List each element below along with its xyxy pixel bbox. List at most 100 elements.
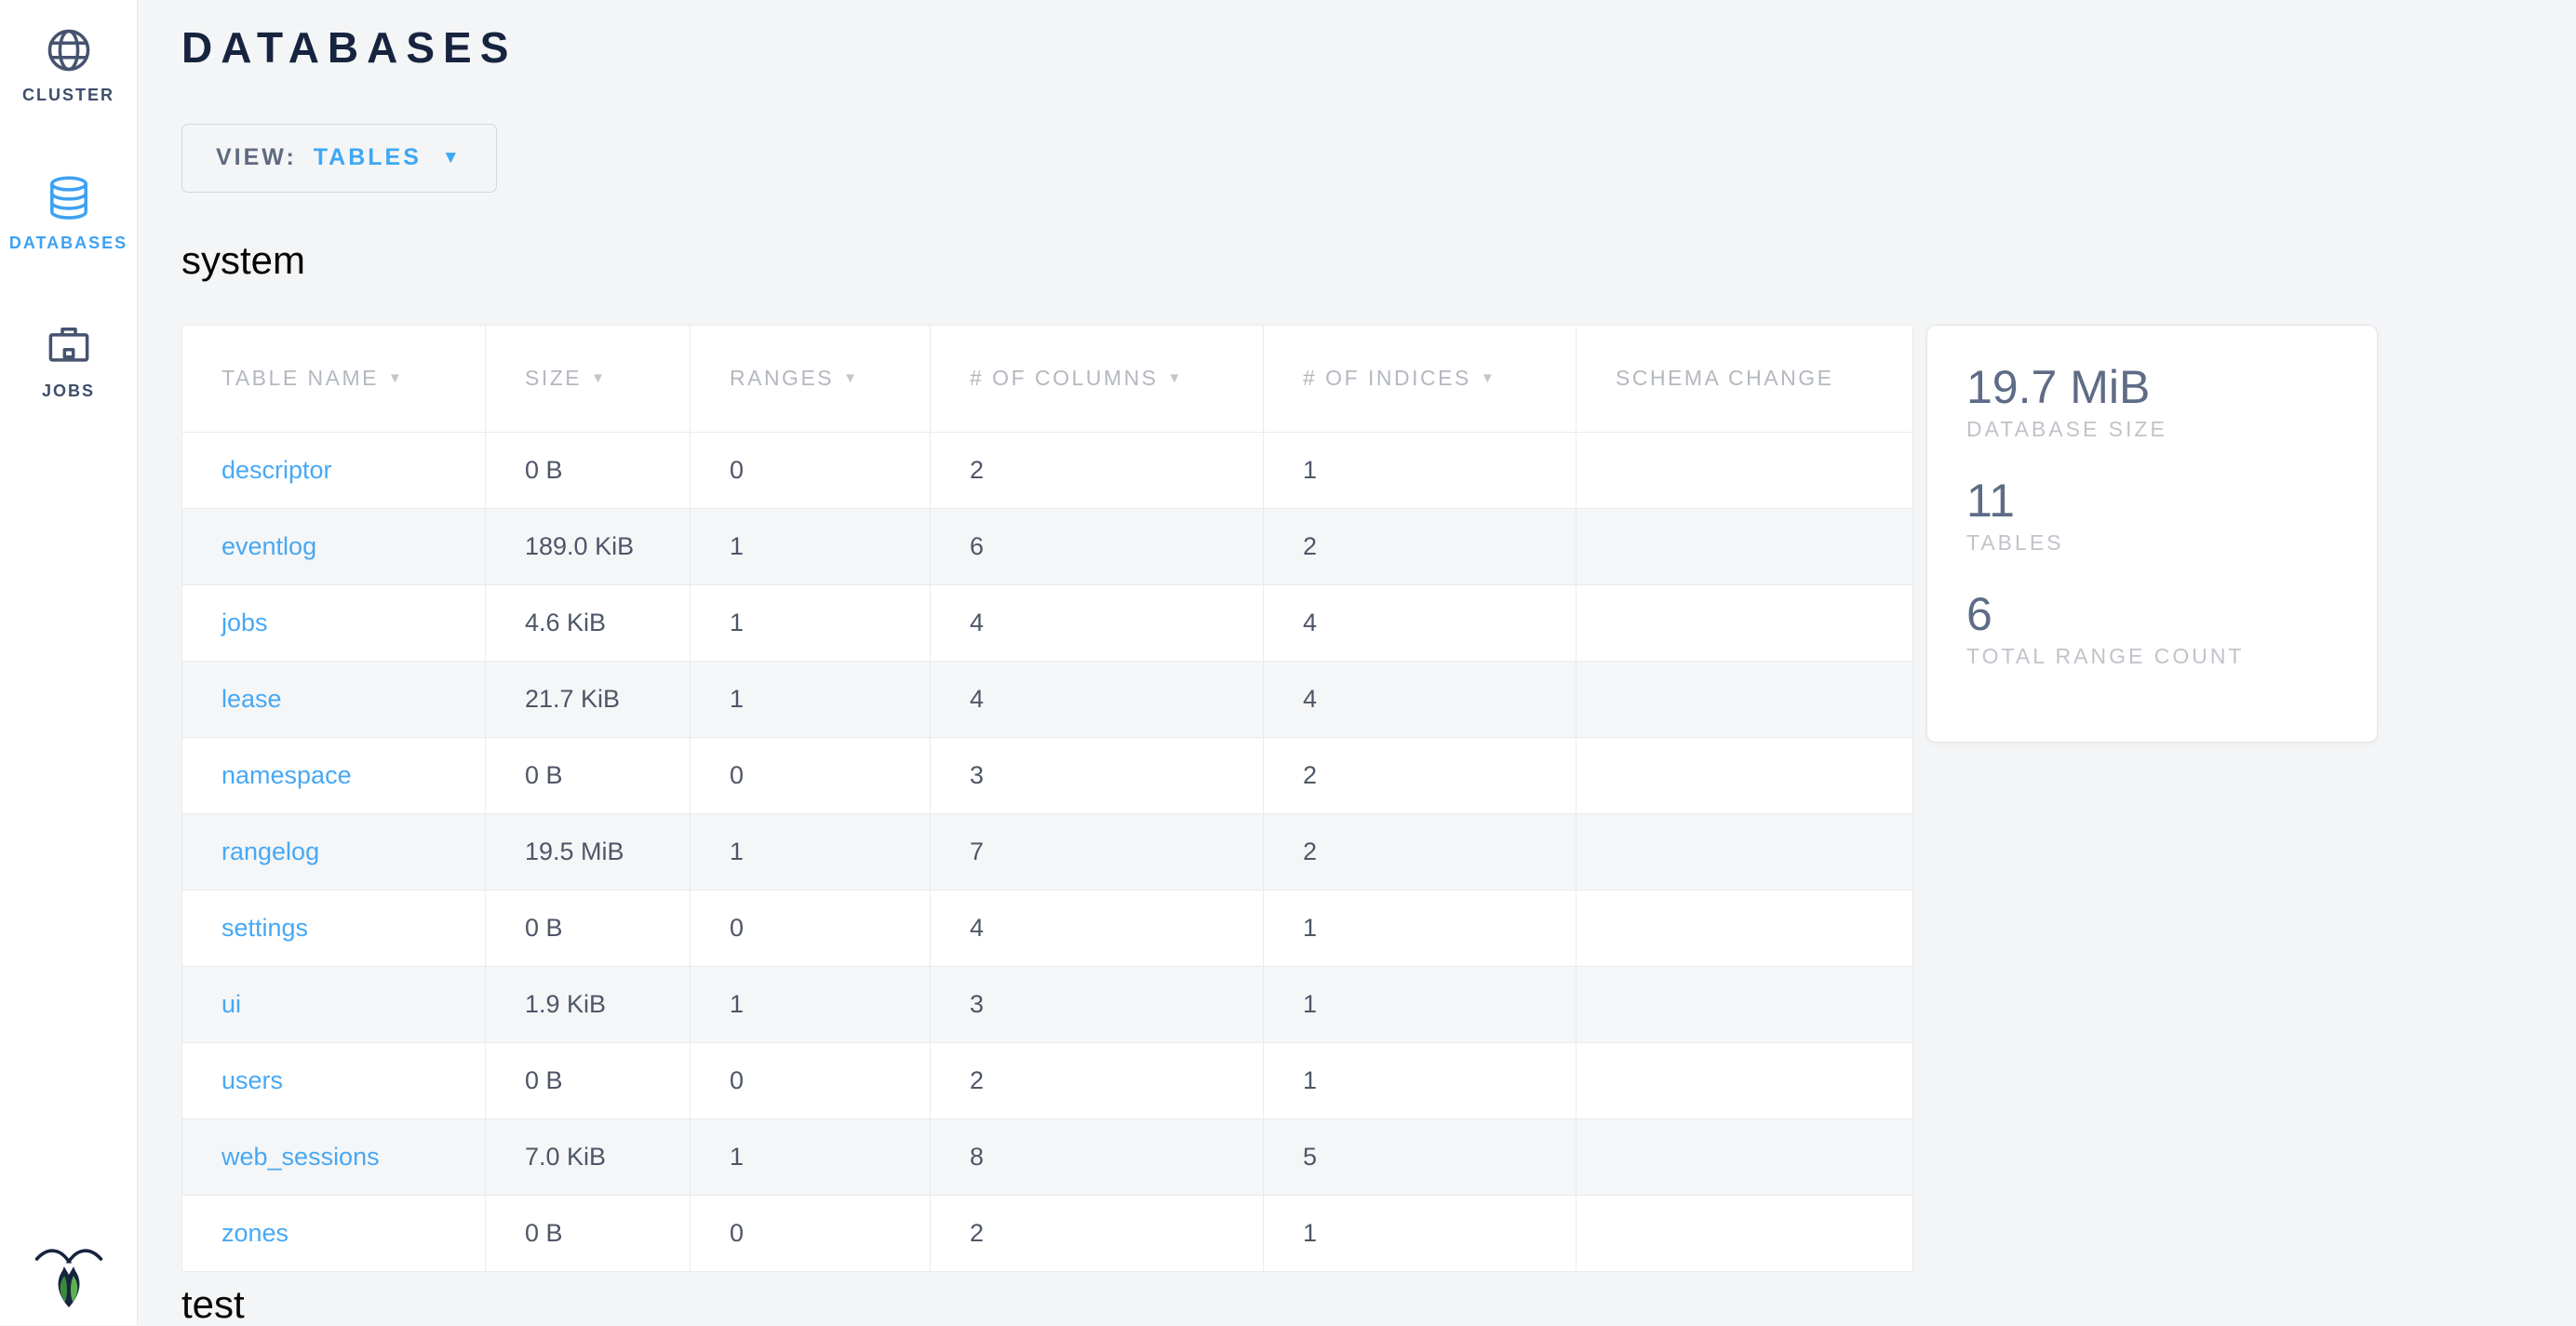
table-row: rangelog 19.5 MiB 1 7 2 [181,812,1913,891]
sidebar-item-jobs[interactable]: JOBS [42,320,95,401]
table-name-cell: zones [181,1194,486,1272]
sidebar-item-label: CLUSTER [22,86,114,104]
stat-label: TABLES [1966,529,2064,555]
size-cell: 189.0 KiB [485,507,691,585]
sort-arrow-icon: ▼ [591,370,608,387]
database-section-test: test [181,1284,2576,1324]
size-cell: 0 B [485,736,691,814]
table-name-link[interactable]: descriptor [221,455,332,484]
stat-value: 11 [1966,474,2015,527]
schema-change-cell [1576,583,1913,662]
size-cell: 0 B [485,431,691,509]
ranges-cell: 1 [690,660,931,738]
column-header[interactable]: # OF INDICES ▼ [1263,324,1576,433]
table-name-link[interactable]: settings [221,913,309,942]
tables-table: TABLE NAME ▼ SIZE ▼ RANGES ▼ [181,324,1913,1272]
column-header-label: TABLE NAME [221,366,379,391]
columns-count-cell: 3 [930,965,1264,1043]
table-name-link[interactable]: web_sessions [221,1142,380,1171]
table-row: descriptor 0 B 0 2 1 [181,431,1913,509]
column-header-label: # OF INDICES [1303,366,1471,391]
table-name-link[interactable]: lease [221,684,282,713]
columns-count-cell: 7 [930,812,1264,891]
table-name-link[interactable]: namespace [221,760,352,789]
size-cell: 0 B [485,1041,691,1119]
view-dropdown-value: TABLES [313,144,422,171]
column-header[interactable]: RANGES ▼ [690,324,931,433]
database-icon [43,172,95,224]
columns-count-cell: 2 [930,1194,1264,1272]
summary-stat: 19.7 MiB DATABASE SIZE [1966,359,2338,442]
page-title: DATABASES [181,23,517,72]
ranges-cell: 1 [690,812,931,891]
column-header[interactable]: SIZE ▼ [485,324,691,433]
columns-count-cell: 4 [930,583,1264,662]
sort-arrow-icon: ▼ [1480,370,1497,387]
size-cell: 21.7 KiB [485,660,691,738]
size-cell: 7.0 KiB [485,1118,691,1196]
columns-count-cell: 8 [930,1118,1264,1196]
column-header: SCHEMA CHANGE [1576,324,1913,433]
table-name-cell: lease [181,660,486,738]
table-row: settings 0 B 0 4 1 [181,889,1913,967]
columns-count-cell: 4 [930,660,1264,738]
view-dropdown[interactable]: VIEW: TABLES ▼ [181,123,497,193]
cockroachdb-logo-icon [33,1223,105,1319]
column-header[interactable]: # OF COLUMNS ▼ [930,324,1264,433]
schema-change-cell [1576,965,1913,1043]
sidebar-nav: CLUSTER DATABASES [0,0,137,468]
table-row: namespace 0 B 0 3 2 [181,736,1913,814]
schema-change-cell [1576,1194,1913,1272]
ranges-cell: 0 [690,1194,931,1272]
sidebar-item-databases[interactable]: DATABASES [9,172,127,253]
table-name-link[interactable]: ui [221,989,242,1018]
table-row: eventlog 189.0 KiB 1 6 2 [181,507,1913,585]
sort-arrow-icon: ▼ [1167,370,1184,387]
summary-stat: 6 TOTAL RANGE COUNT [1966,586,2338,669]
size-cell: 19.5 MiB [485,812,691,891]
ranges-cell: 0 [690,736,931,814]
ranges-cell: 0 [690,1041,931,1119]
schema-change-cell [1576,736,1913,814]
table-name-link[interactable]: users [221,1065,284,1094]
sidebar-item-label: DATABASES [8,234,128,252]
briefcase-icon [43,320,95,372]
table-name-cell: eventlog [181,507,486,585]
columns-count-cell: 2 [930,431,1264,509]
indices-count-cell: 1 [1263,431,1576,509]
column-header-label: SCHEMA CHANGE [1616,366,1834,391]
ranges-cell: 0 [690,889,931,967]
table-row: users 0 B 0 2 1 [181,1041,1913,1119]
table-row: ui 1.9 KiB 1 3 1 [181,965,1913,1043]
table-name-link[interactable]: eventlog [221,531,317,560]
table-header-row: TABLE NAME ▼ SIZE ▼ RANGES ▼ [181,324,1913,433]
table-name-link[interactable]: jobs [221,608,268,636]
stat-value: 19.7 MiB [1966,360,2151,413]
size-cell: 0 B [485,1194,691,1272]
indices-count-cell: 4 [1263,660,1576,738]
columns-count-cell: 6 [930,507,1264,585]
schema-change-cell [1576,660,1913,738]
ranges-cell: 1 [690,507,931,585]
main-content: DATABASES VIEW: TABLES ▼ system [139,0,2576,1325]
table-name-cell: users [181,1041,486,1119]
columns-count-cell: 3 [930,736,1264,814]
indices-count-cell: 2 [1263,736,1576,814]
column-header[interactable]: TABLE NAME ▼ [181,324,486,433]
table-name-link[interactable]: zones [221,1218,289,1247]
table-name-cell: descriptor [181,431,486,509]
table-name-cell: settings [181,889,486,967]
schema-change-cell [1576,889,1913,967]
sidebar-item-cluster[interactable]: CLUSTER [22,24,114,105]
table-row: jobs 4.6 KiB 1 4 4 [181,583,1913,662]
table-name-cell: web_sessions [181,1118,486,1196]
view-dropdown-label: VIEW: [216,144,297,171]
indices-count-cell: 2 [1263,507,1576,585]
sort-arrow-icon: ▼ [388,370,405,387]
column-header-label: RANGES [730,366,835,391]
table-name-link[interactable]: rangelog [221,837,320,865]
column-header-label: SIZE [525,366,583,391]
ranges-cell: 1 [690,1118,931,1196]
schema-change-cell [1576,1118,1913,1196]
schema-change-cell [1576,507,1913,585]
